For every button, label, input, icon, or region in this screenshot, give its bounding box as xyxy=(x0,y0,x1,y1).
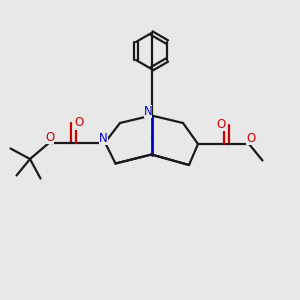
Text: O: O xyxy=(74,116,83,130)
Text: O: O xyxy=(45,130,54,144)
Text: O: O xyxy=(217,118,226,131)
Text: O: O xyxy=(246,132,255,145)
Text: N: N xyxy=(99,132,108,146)
Text: N: N xyxy=(143,105,152,119)
